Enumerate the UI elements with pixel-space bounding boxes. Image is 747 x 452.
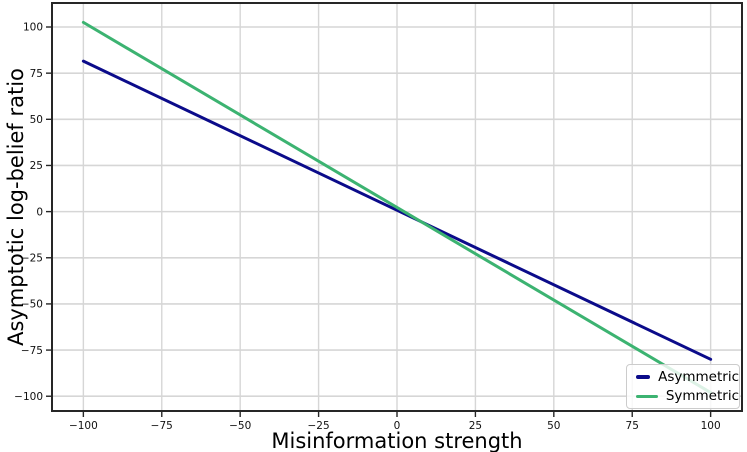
x-axis-label: Misinformation strength (271, 429, 523, 452)
legend: Asymmetric Symmetric (626, 364, 740, 409)
x-tick-label: −75 (151, 420, 173, 432)
y-tick-label: −25 (21, 252, 43, 264)
legend-label-asymmetric: Asymmetric (658, 368, 739, 385)
legend-item-symmetric: Symmetric (636, 388, 739, 404)
plot-border (51, 2, 743, 412)
x-tick-label: −25 (308, 420, 330, 432)
y-tick-label: 50 (30, 114, 43, 126)
series-line-asymmetric (81, 59, 713, 361)
x-tick-label: 100 (701, 420, 721, 432)
y-tick-label: −100 (14, 391, 43, 403)
y-tick-label: 0 (36, 206, 43, 218)
x-tick-label: 75 (626, 420, 639, 432)
series-line-symmetric (81, 20, 713, 395)
legend-line-sample-symmetric (636, 394, 658, 398)
x-tick-label: −50 (229, 420, 251, 432)
x-tick-label: 25 (469, 420, 482, 432)
y-tick-label: 100 (23, 22, 43, 34)
x-tick-label: 0 (394, 420, 401, 432)
y-tick-label: 75 (30, 68, 43, 80)
y-tick-label: −50 (21, 299, 43, 311)
legend-item-asymmetric: Asymmetric (636, 369, 739, 385)
y-tick-label: −75 (21, 345, 43, 357)
x-tick-label: −100 (69, 420, 98, 432)
x-tick-label: 50 (547, 420, 560, 432)
y-tick-label: 25 (30, 160, 43, 172)
legend-line-sample-asymmetric (636, 375, 651, 379)
y-axis-label: Asymptotic log-belief ratio (4, 68, 28, 346)
legend-label-symmetric: Symmetric (665, 388, 739, 404)
